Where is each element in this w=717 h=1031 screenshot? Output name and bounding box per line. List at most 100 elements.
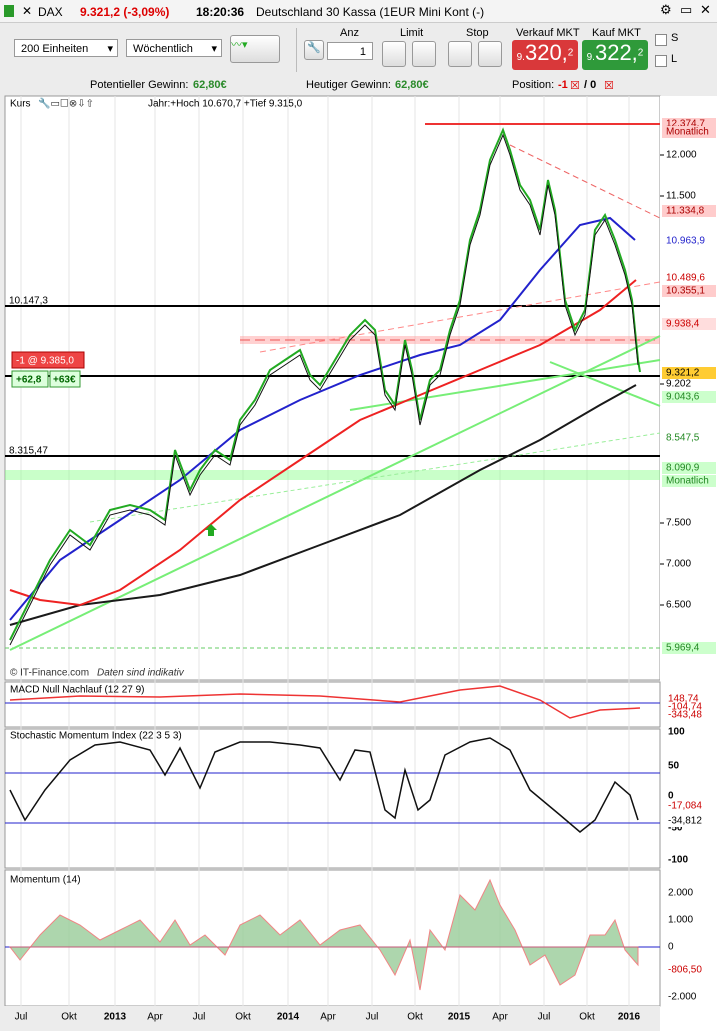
today-value: 62,80€ [395, 79, 429, 91]
x-axis-bar [0, 1006, 660, 1031]
panel-title: Momentum (14) [10, 875, 81, 886]
label-box [662, 367, 716, 379]
stop-label: Stop [466, 27, 489, 39]
price-axis-label: 11.500 [666, 191, 696, 202]
position-money: +63€ [53, 375, 76, 386]
settings-icon[interactable]: ⚙ [660, 2, 672, 17]
macd-label: 148,74 [668, 694, 699, 705]
price-axis-label: 9.938,4 [666, 319, 700, 330]
buy-prefix: 9. [586, 52, 595, 63]
units-select[interactable]: 200 Einheiten ▾ [14, 39, 118, 57]
limit-buy-button[interactable] [382, 41, 406, 67]
price-axis-label: 7.500 [666, 518, 691, 529]
s-checkbox[interactable] [655, 34, 667, 46]
x-tick-label: Okt [407, 1012, 423, 1023]
stochastic-line [9, 737, 639, 833]
buy-signal-arrow [205, 524, 217, 536]
close-window[interactable]: ✕ [700, 2, 711, 17]
time: 18:20:36 [196, 5, 245, 19]
price-axis-label: 5.969,4 [666, 643, 700, 654]
window-icon[interactable]: ▭ [680, 2, 693, 17]
x-tick-label: Jul [366, 1012, 379, 1023]
position-label: Position: [512, 79, 555, 91]
grid [20, 96, 630, 1006]
label-box [662, 126, 716, 138]
ma-200 [9, 384, 637, 626]
buy-button[interactable]: 9.322,2 [582, 40, 648, 70]
label-box [662, 285, 716, 297]
buy-main: 322, [594, 40, 638, 65]
stochastic-plot [4, 728, 661, 869]
price-axis-label: 8.547,5 [666, 433, 700, 444]
momentum-tick: -2.000 [668, 992, 697, 1003]
units: 200 Einheiten [21, 43, 89, 55]
main-plot [4, 95, 661, 681]
x-tick-label: Apr [492, 1012, 508, 1023]
symbol: DAX [38, 5, 63, 19]
label-box [662, 318, 716, 330]
macd-label: -343,48 [668, 710, 702, 721]
today-label: Heutiger Gewinn: [306, 79, 391, 91]
sell-label: Verkauf MKT [516, 27, 580, 39]
macd-label: -104,74 [668, 702, 702, 713]
chart-type-button[interactable]: 〰▾ [230, 35, 280, 63]
panel-title: MACD Null Nachlauf (12 27 9) [10, 685, 145, 696]
price-axis-label: 10.355,1 [666, 286, 705, 297]
label-box [662, 800, 716, 812]
stochastic-label: -34,812 [668, 816, 702, 827]
buy-suffix: 2 [637, 47, 644, 59]
app-icon [4, 5, 14, 17]
stochastic-tick: 50 [668, 761, 680, 772]
macd-plot [4, 681, 661, 728]
close-pending[interactable]: ☒ [604, 80, 614, 92]
price-axis-label: 7.000 [666, 559, 691, 570]
trend-line [509, 144, 661, 219]
monthly-zone [5, 470, 660, 480]
qty-label: Anz [340, 27, 359, 39]
label-box [662, 432, 716, 444]
potential-label: Potentieller Gewinn: [90, 79, 189, 91]
x-tick-label: 2014 [277, 1012, 300, 1023]
label-box [11, 370, 49, 388]
wrench-button[interactable]: 🔧 [304, 40, 324, 60]
stop-buy-button[interactable] [448, 41, 472, 67]
price-axis-label: 6.500 [666, 600, 691, 611]
position-value: -1 [558, 79, 568, 91]
position-order: -1 @ 9.385,0 [16, 356, 74, 367]
ma-38 [9, 216, 636, 621]
period-select[interactable]: Wöchentlich ▾ [126, 39, 222, 57]
label-box [662, 642, 716, 654]
x-tick-label: Okt [61, 1012, 77, 1023]
l-checkbox[interactable] [655, 55, 667, 67]
trend-line [549, 361, 661, 407]
stop-sell-button[interactable] [478, 41, 502, 67]
trend-line [89, 432, 661, 523]
position-points: +62,8 [16, 375, 42, 386]
close-position[interactable]: ☒ [570, 80, 580, 92]
label-box [662, 205, 716, 217]
price-axis-label: 9.043,6 [666, 392, 700, 403]
sell-button[interactable]: 9.320,2 [512, 40, 578, 70]
price-axis-label: 9.202 [666, 379, 691, 390]
stochastic-tick: 0 [668, 791, 674, 802]
label-box [662, 235, 716, 247]
chart-area: Kurs 🔧▭☐⊗⇩⇧ Jahr:+Hoch 10.670,7 +Tief 9.31… [0, 95, 717, 1031]
x-tick-label: 2015 [448, 1012, 471, 1023]
ma-100 [9, 279, 637, 607]
sell-prefix: 9. [516, 52, 525, 63]
separator [296, 28, 297, 72]
qty-input[interactable]: 1 [327, 42, 373, 60]
price-axis-label: 12.000 [666, 150, 697, 161]
momentum-tick: 2.000 [668, 888, 693, 899]
price: 9.321,2 (-3,09%) [80, 5, 170, 19]
panel-info: Jahr:+Hoch 10.670,7 +Tief 9.315,0 [148, 99, 303, 110]
label-box [662, 475, 716, 487]
panel-title: Kurs [10, 99, 31, 110]
right-axis [660, 96, 717, 1031]
labels: Kurs 🔧▭☐⊗⇩⇧ Jahr:+Hoch 10.670,7 +Tief 9.31… [9, 97, 716, 1023]
close-icon[interactable]: ✕ [22, 4, 33, 18]
price-axis-label: 9.321,2 [666, 368, 700, 379]
macd-line [9, 685, 641, 719]
limit-sell-button[interactable] [412, 41, 436, 67]
